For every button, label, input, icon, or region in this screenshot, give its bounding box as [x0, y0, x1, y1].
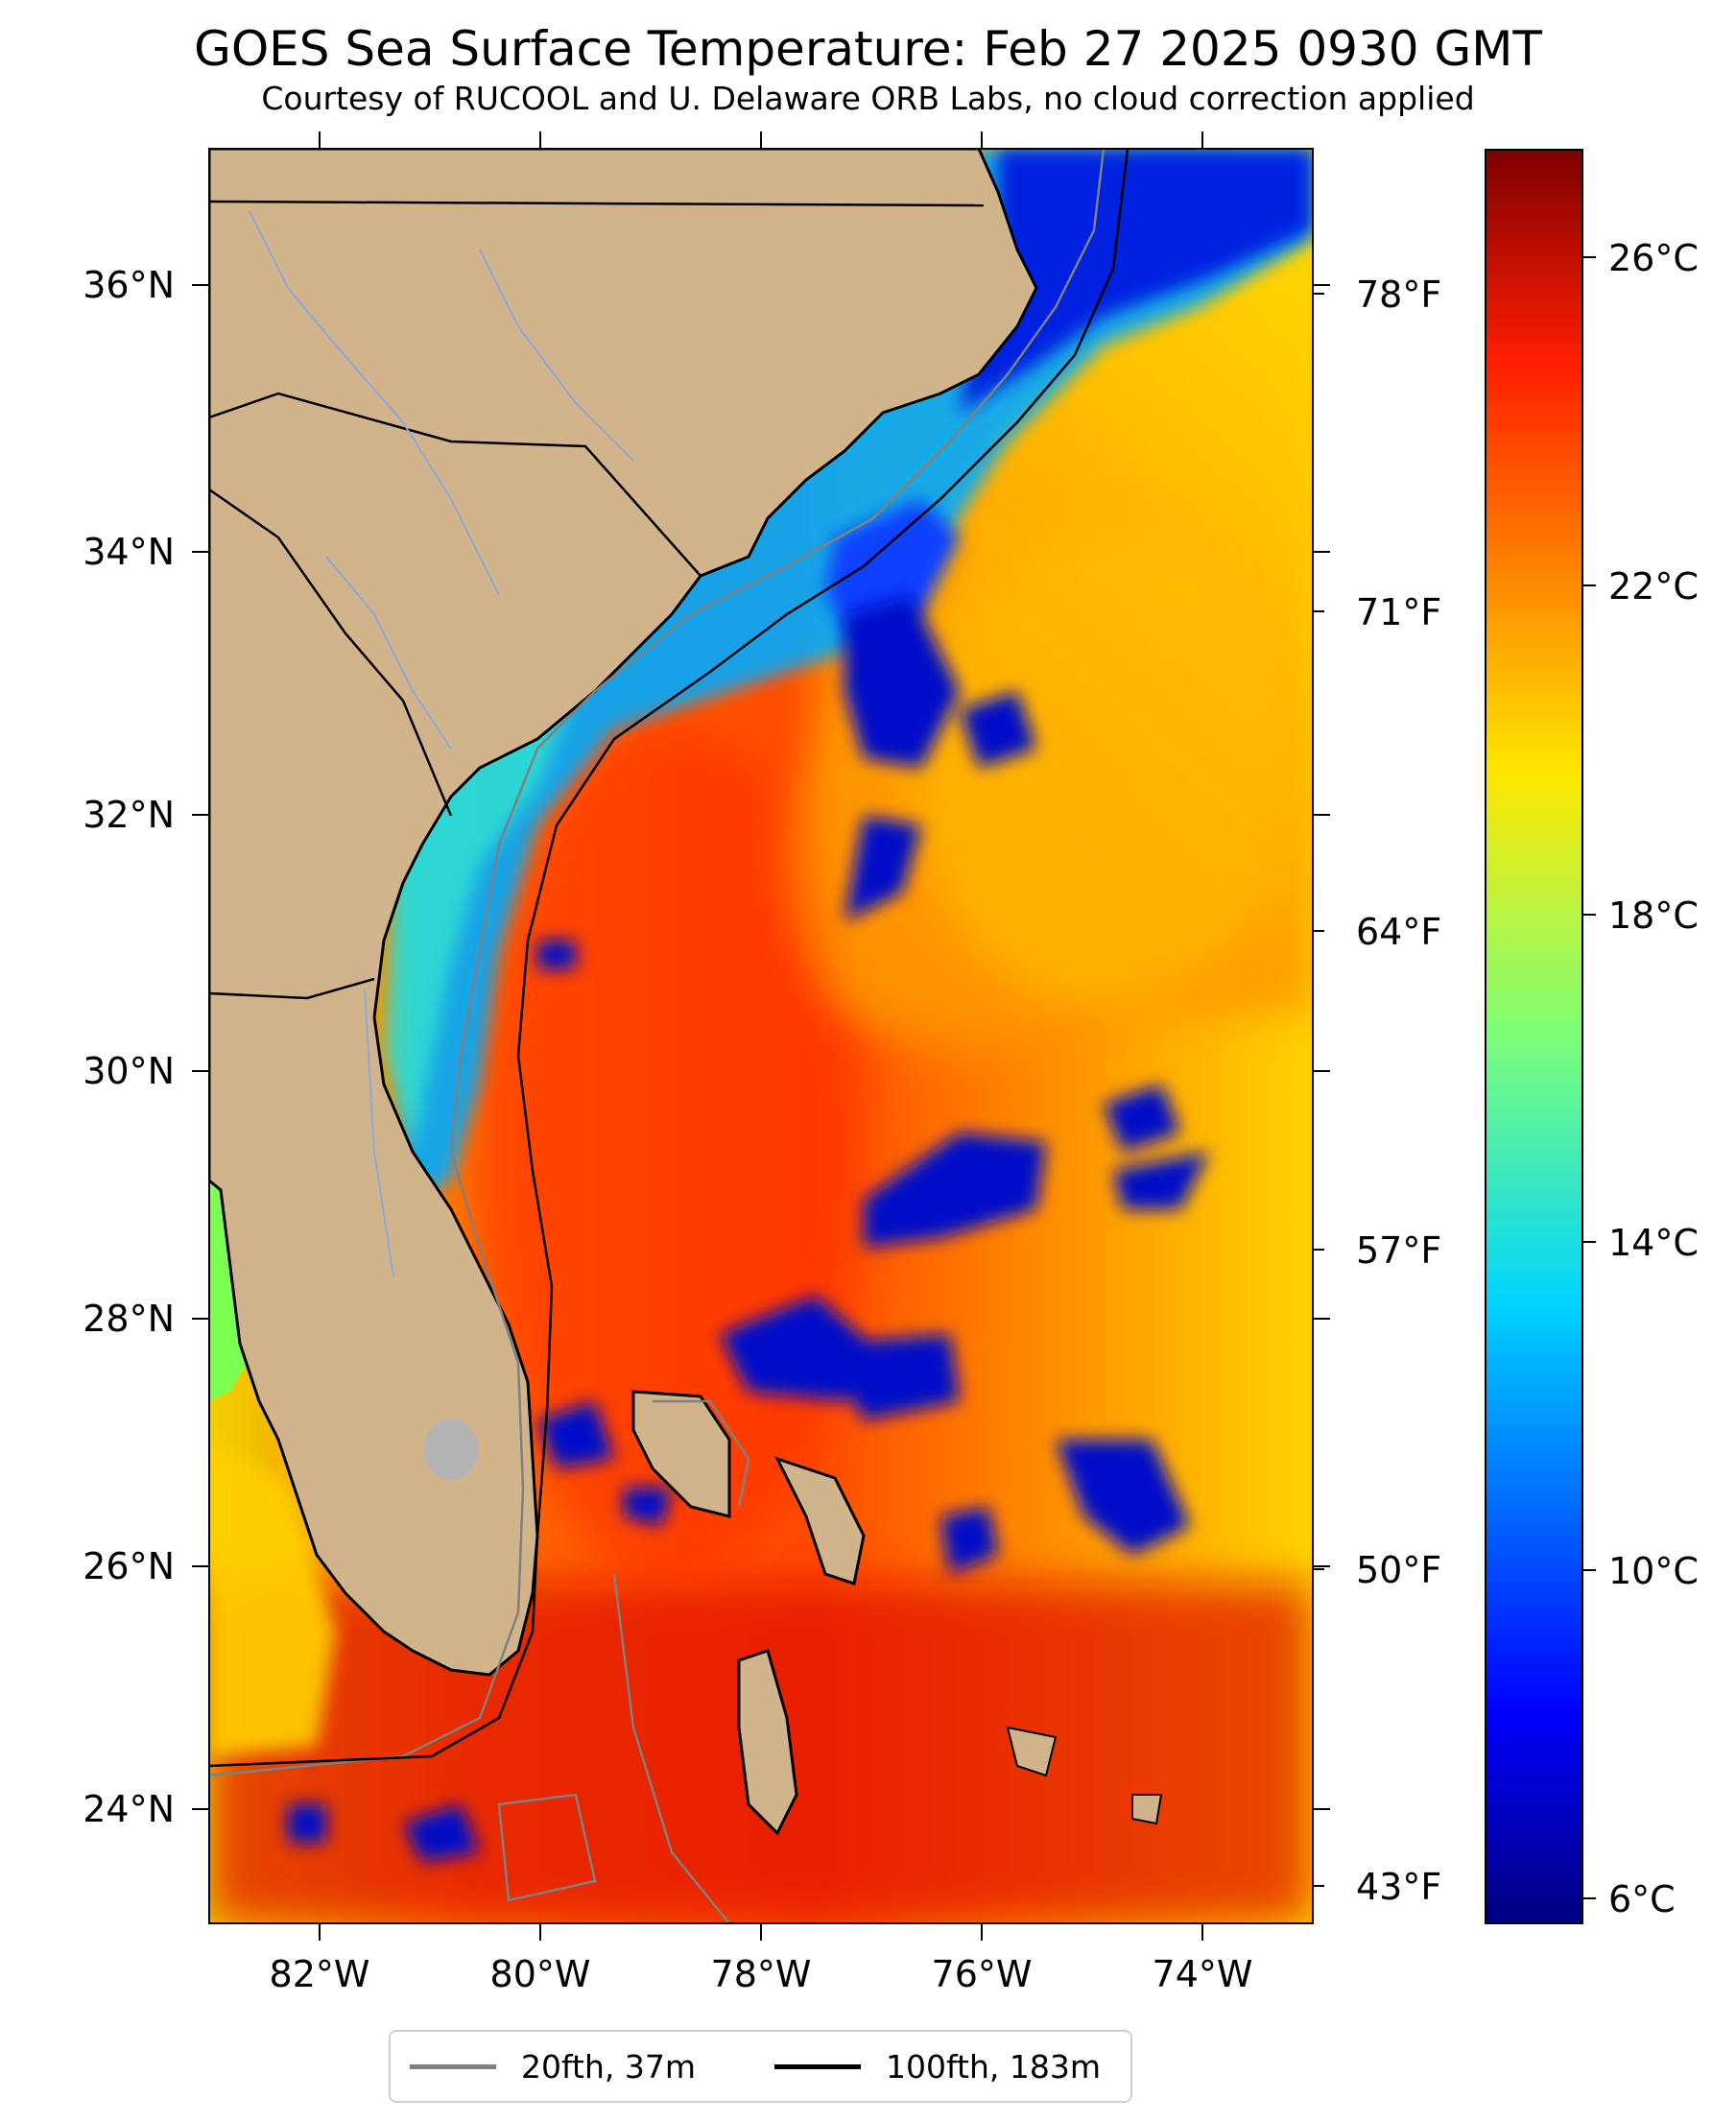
- lon-label-76: 76°W: [932, 1953, 1033, 1995]
- c-label-22: 22°C: [1608, 565, 1699, 608]
- f-label-43: 43°F: [1356, 1866, 1441, 1908]
- lat-ticks: [192, 284, 1330, 1810]
- lake-okeechobee: [424, 1419, 478, 1480]
- colorbar-ticks: [1582, 256, 1596, 1899]
- c-label-26: 26°C: [1608, 237, 1699, 279]
- legend-line-black: [774, 2063, 861, 2069]
- lon-label-78: 78°W: [711, 1953, 812, 1995]
- lat-label-30: 30°N: [83, 1050, 175, 1092]
- lon-label-74: 74°W: [1153, 1953, 1253, 1995]
- state-borders: [209, 200, 985, 1000]
- legend-line-gray: [410, 2063, 496, 2069]
- lon-label-82: 82°W: [270, 1953, 370, 1995]
- c-label-10: 10°C: [1608, 1550, 1699, 1592]
- fahrenheit-ticks: [1313, 293, 1324, 1887]
- lat-label-36: 36°N: [83, 264, 175, 306]
- andros: [737, 1649, 798, 1836]
- legend-label-100fth: 100fth, 183m: [886, 2047, 1101, 2086]
- isobath-100fth: [209, 149, 1130, 1768]
- lon-ticks: [319, 131, 1203, 1941]
- lat-label-28: 28°N: [83, 1298, 175, 1340]
- c-label-14: 14°C: [1608, 1222, 1699, 1264]
- map-title: GOES Sea Surface Temperature: Feb 27 202…: [194, 21, 1542, 77]
- us-southeast-land: [209, 149, 1038, 1677]
- grand-bahama: [631, 1390, 731, 1518]
- f-label-71: 71°F: [1356, 591, 1441, 633]
- c-label-18: 18°C: [1608, 894, 1699, 937]
- legend-item-20fth: 20fth, 37m: [410, 2032, 696, 2101]
- f-label-78: 78°F: [1356, 274, 1441, 316]
- lat-label-24: 24°N: [83, 1788, 175, 1830]
- lat-labels: 36°N 34°N 32°N 30°N 28°N 26°N 24°N: [83, 264, 175, 1830]
- cloud-artifacts: [288, 595, 1209, 1862]
- lon-labels: 82°W 80°W 78°W 76°W 74°W: [270, 1953, 1253, 1995]
- c-label-6: 6°C: [1608, 1878, 1676, 1920]
- map-area: [209, 149, 1313, 1923]
- lat-label-34: 34°N: [83, 531, 175, 573]
- legend-label-20fth: 20fth, 37m: [521, 2047, 696, 2086]
- f-label-57: 57°F: [1356, 1229, 1441, 1272]
- isobath-20fth: [209, 149, 1106, 1923]
- fahrenheit-labels: 78°F 71°F 64°F 57°F 50°F 43°F: [1356, 274, 1441, 1908]
- rivers: [249, 210, 634, 1277]
- map-subtitle: Courtesy of RUCOOL and U. Delaware ORB L…: [261, 80, 1475, 117]
- lat-label-32: 32°N: [83, 794, 175, 836]
- colorbar-labels: 26°C 22°C 18°C 14°C 10°C 6°C: [1608, 237, 1699, 1920]
- lat-label-26: 26°N: [83, 1545, 175, 1587]
- lon-label-80: 80°W: [490, 1953, 591, 1995]
- legend-item-100fth: 100fth, 183m: [774, 2032, 1101, 2101]
- isobath-legend: 20fth, 37m 100fth, 183m: [389, 2030, 1132, 2103]
- f-label-64: 64°F: [1356, 911, 1441, 953]
- f-label-50: 50°F: [1356, 1549, 1441, 1591]
- abaco: [774, 1456, 866, 1586]
- colorbar: [1485, 149, 1583, 1924]
